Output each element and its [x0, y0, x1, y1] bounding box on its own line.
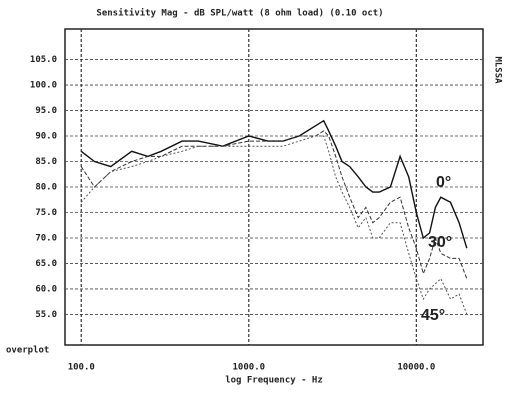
x-tick-label: 1000.0	[233, 363, 266, 373]
side-label: MLSSA	[493, 56, 503, 84]
series-label: 0°	[436, 174, 451, 191]
y-tick-label: 80.0	[35, 183, 57, 193]
y-tick-label: 70.0	[35, 233, 57, 243]
y-tick-label: 90.0	[35, 132, 57, 142]
series-label: 30°	[428, 234, 452, 251]
y-tick-label: 85.0	[35, 157, 57, 167]
corner-label: overplot	[6, 346, 49, 356]
y-tick-label: 95.0	[35, 106, 57, 116]
y-tick-label: 105.0	[30, 55, 57, 65]
x-tick-label: 100.0	[68, 363, 95, 373]
chart-title: Sensitivity Mag - dB SPL/watt (8 ohm loa…	[96, 8, 383, 19]
y-tick-label: 75.0	[35, 208, 57, 218]
y-tick-label: 100.0	[30, 81, 57, 91]
series-label: 45°	[421, 307, 445, 324]
y-tick-label: 65.0	[35, 259, 57, 269]
x-axis-label: log Frequency - Hz	[225, 376, 323, 386]
y-tick-label: 55.0	[35, 310, 57, 320]
x-tick-label: 10000.0	[397, 363, 435, 373]
y-tick-label: 60.0	[35, 284, 57, 294]
series-line	[80, 130, 468, 279]
series-line	[80, 119, 468, 249]
